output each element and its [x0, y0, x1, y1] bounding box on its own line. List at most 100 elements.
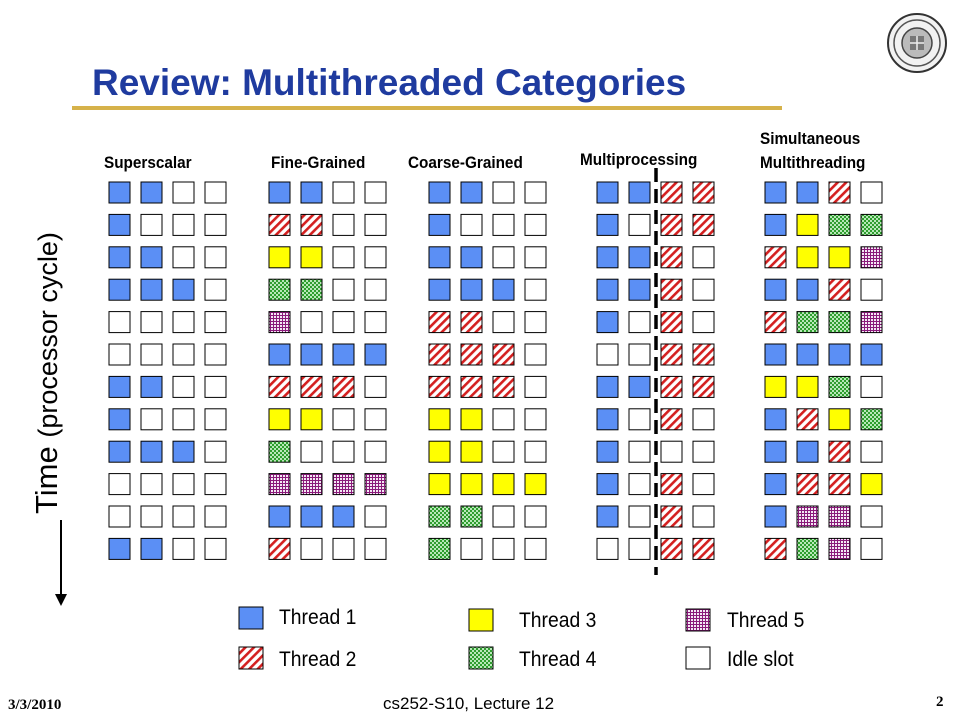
slot-thread-2	[660, 278, 683, 301]
slot-thread-2	[764, 311, 787, 334]
slot-thread-4	[428, 537, 451, 560]
slot-thread-1	[460, 278, 483, 301]
slot-thread-1	[268, 181, 291, 204]
slot-thread-1	[108, 181, 131, 204]
slot-thread-2	[332, 375, 355, 398]
slot-column-4	[764, 181, 883, 560]
slot-thread-1	[108, 408, 131, 431]
slot-thread-2	[660, 473, 683, 496]
slot-idle	[364, 181, 387, 204]
slot-idle	[492, 181, 515, 204]
slot-thread-2	[460, 375, 483, 398]
slot-thread-1	[300, 343, 323, 366]
slot-thread-3	[460, 408, 483, 431]
slot-idle	[628, 213, 651, 236]
slot-thread-1	[428, 278, 451, 301]
slot-idle	[860, 537, 883, 560]
slot-idle	[860, 278, 883, 301]
slot-thread-1	[628, 278, 651, 301]
slot-thread-3	[764, 375, 787, 398]
slot-idle	[628, 440, 651, 463]
slot-idle	[628, 343, 651, 366]
slot-thread-1	[764, 408, 787, 431]
slot-thread-1	[796, 278, 819, 301]
slot-idle	[364, 278, 387, 301]
slot-thread-5	[268, 473, 291, 496]
slot-thread-3	[492, 473, 515, 496]
slot-thread-2	[828, 181, 851, 204]
slot-thread-2	[660, 181, 683, 204]
slide-title: Review: Multithreaded Categories	[92, 62, 687, 103]
slot-idle	[692, 278, 715, 301]
slot-idle	[108, 473, 131, 496]
slot-thread-2	[428, 343, 451, 366]
slot-idle	[172, 375, 195, 398]
footer-date: 3/3/2010	[8, 697, 62, 713]
slot-thread-1	[108, 278, 131, 301]
slot-idle	[204, 408, 227, 431]
column-title-superscalar: Superscalar	[104, 153, 192, 172]
slot-idle	[524, 213, 547, 236]
slot-thread-3	[524, 473, 547, 496]
slot-idle	[332, 440, 355, 463]
slot-idle	[172, 311, 195, 334]
slot-thread-1	[140, 537, 163, 560]
slot-idle	[460, 537, 483, 560]
slot-thread-1	[628, 375, 651, 398]
slot-thread-2	[492, 375, 515, 398]
slot-idle	[332, 181, 355, 204]
slot-thread-2	[660, 311, 683, 334]
slot-idle	[524, 246, 547, 269]
slot-thread-1	[172, 278, 195, 301]
slot-thread-2	[268, 213, 291, 236]
slot-thread-2	[268, 537, 291, 560]
slot-thread-1	[764, 505, 787, 528]
slot-thread-4	[828, 213, 851, 236]
slot-idle	[492, 537, 515, 560]
slot-thread-1	[300, 505, 323, 528]
legend-swatch-thread-2	[238, 646, 264, 670]
slot-thread-1	[268, 343, 291, 366]
slot-thread-1	[596, 181, 619, 204]
slot-thread-2	[492, 343, 515, 366]
slot-column-1	[268, 181, 387, 560]
slot-thread-1	[764, 213, 787, 236]
slot-thread-3	[300, 246, 323, 269]
slot-thread-1	[596, 375, 619, 398]
slot-thread-1	[764, 440, 787, 463]
slot-thread-1	[108, 213, 131, 236]
slot-idle	[364, 537, 387, 560]
slot-idle	[204, 246, 227, 269]
slot-idle	[492, 505, 515, 528]
slot-thread-2	[460, 311, 483, 334]
slot-thread-1	[268, 505, 291, 528]
legend-swatch-thread-3	[468, 608, 494, 632]
slot-thread-5	[332, 473, 355, 496]
slot-thread-5	[860, 311, 883, 334]
slot-idle	[596, 343, 619, 366]
slot-thread-2	[796, 408, 819, 431]
slot-thread-3	[268, 408, 291, 431]
slot-thread-1	[460, 246, 483, 269]
slot-idle	[140, 473, 163, 496]
slot-idle	[204, 278, 227, 301]
slot-idle	[172, 343, 195, 366]
slot-thread-1	[764, 343, 787, 366]
slot-idle	[364, 311, 387, 334]
slot-thread-1	[596, 440, 619, 463]
slot-thread-2	[692, 213, 715, 236]
legend-swatch-thread-4	[468, 646, 494, 670]
slot-idle	[172, 181, 195, 204]
slot-idle	[300, 537, 323, 560]
slot-thread-5	[300, 473, 323, 496]
slot-thread-3	[428, 408, 451, 431]
slot-idle	[204, 537, 227, 560]
slot-thread-2	[828, 440, 851, 463]
slot-idle	[204, 213, 227, 236]
slot-idle	[628, 505, 651, 528]
slot-thread-1	[108, 537, 131, 560]
slot-thread-1	[140, 181, 163, 204]
slot-thread-5	[796, 505, 819, 528]
slot-thread-1	[796, 440, 819, 463]
slot-thread-1	[860, 343, 883, 366]
